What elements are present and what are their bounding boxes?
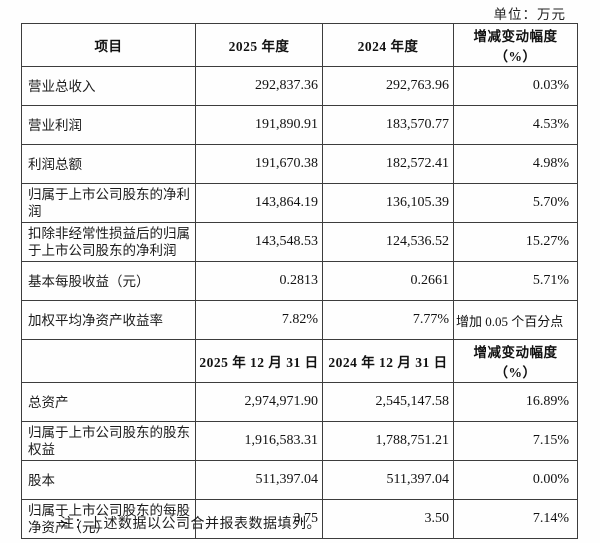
cell-item: 基本每股收益（元） <box>21 261 196 301</box>
cell-2024-value: 7.77% <box>322 300 454 340</box>
column-header: 2025 年度 <box>195 23 323 67</box>
cell-change-value: 5.70% <box>453 183 578 223</box>
cell-change-value: 增加 0.05 个百分点 <box>453 300 578 340</box>
table-row: 营业总收入 292,837.36 292,763.96 0.03% <box>21 66 578 106</box>
cell-change-value: 5.71% <box>453 261 578 301</box>
cell-change-value: 15.27% <box>453 222 578 262</box>
cell-2025-value: 191,890.91 <box>195 105 323 145</box>
cell-item: 营业利润 <box>21 105 196 145</box>
financial-summary-table: 项目 2025 年度 2024 年度 增减变动幅度（%） 营业总收入 292,837.36… <box>21 23 578 539</box>
cell-2025-value: 143,548.53 <box>195 222 323 262</box>
cell-item: 扣除非经常性损益后的归属于上市公司股东的净利润 <box>21 222 196 262</box>
footnote: 注：上述数据以公司合并报表数据填列。 <box>60 517 321 532</box>
cell-2024-value: 292,763.96 <box>322 66 454 106</box>
table-row: 归属于上市公司股东的股东权益 1,916,583.31 1,788,751.21 7.… <box>21 421 578 461</box>
column-header: 项目 <box>21 23 196 67</box>
cell-item: 归属于上市公司股东的股东权益 <box>21 421 196 461</box>
cell-2025-value: 7.82% <box>195 300 323 340</box>
table-row: 归属于上市公司股东的每股净资产（元） 3.75 3.50 7.14% <box>21 499 578 539</box>
cell-2025-value: 1,916,583.31 <box>195 421 323 461</box>
financial-summary-table-body: 项目 2025 年度 2024 年度 增减变动幅度（%） 营业总收入 292,837.36… <box>21 23 578 539</box>
cell-change-value: 7.14% <box>453 499 578 539</box>
cell-2025-value: 0.2813 <box>195 261 323 301</box>
table-header-row-annual: 项目 2025 年度 2024 年度 增减变动幅度（%） <box>21 23 578 67</box>
cell-2024-value: 2,545,147.58 <box>322 382 454 422</box>
table-row: 营业利润 191,890.91 183,570.77 4.53% <box>21 105 578 145</box>
column-header: 2025 年 12 月 31 日 <box>195 339 323 383</box>
cell-2025-value: 292,837.36 <box>195 66 323 106</box>
cell-2025-value: 143,864.19 <box>195 183 323 223</box>
cell-2024-value: 136,105.39 <box>322 183 454 223</box>
table-row: 扣除非经常性损益后的归属于上市公司股东的净利润 143,548.53 124,536… <box>21 222 578 262</box>
table-row: 基本每股收益（元） 0.2813 0.2661 5.71% <box>21 261 578 301</box>
table-header-row-balance: 2025 年 12 月 31 日 2024 年 12 月 31 日增减变动幅度（%… <box>21 339 578 383</box>
cell-2025-value: 2,974,971.90 <box>195 382 323 422</box>
cell-change-value: 4.98% <box>453 144 578 184</box>
cell-change-value: 0.00% <box>453 460 578 500</box>
cell-change-value: 4.53% <box>453 105 578 145</box>
unit-label: 单位：万元 <box>493 7 566 22</box>
cell-2024-value: 511,397.04 <box>322 460 454 500</box>
cell-2024-value: 124,536.52 <box>322 222 454 262</box>
cell-item: 总资产 <box>21 382 196 422</box>
column-header: 2024 年度 <box>322 23 454 67</box>
cell-item: 归属于上市公司股东的每股净资产（元） <box>21 499 196 539</box>
cell-item: 加权平均净资产收益率 <box>21 300 196 340</box>
column-header: 增减变动幅度（%） <box>453 23 578 67</box>
cell-2024-value: 1,788,751.21 <box>322 421 454 461</box>
cell-item: 营业总收入 <box>21 66 196 106</box>
cell-change-value: 7.15% <box>453 421 578 461</box>
column-header: 增减变动幅度（%） <box>453 339 578 383</box>
cell-2025-value: 3.75 <box>195 499 323 539</box>
cell-2025-value: 191,670.38 <box>195 144 323 184</box>
cell-item: 利润总额 <box>21 144 196 184</box>
column-header <box>21 339 196 383</box>
table-row: 股本 511,397.04 511,397.04 0.00% <box>21 460 578 500</box>
cell-2025-value: 511,397.04 <box>195 460 323 500</box>
cell-2024-value: 182,572.41 <box>322 144 454 184</box>
column-header: 2024 年 12 月 31 日 <box>322 339 454 383</box>
cell-2024-value: 0.2661 <box>322 261 454 301</box>
table-row: 总资产 2,974,971.90 2,545,147.58 16.89% <box>21 382 578 422</box>
cell-item: 股本 <box>21 460 196 500</box>
cell-2024-value: 3.50 <box>322 499 454 539</box>
table-row: 利润总额 191,670.38 182,572.41 4.98% <box>21 144 578 184</box>
cell-item: 归属于上市公司股东的净利润 <box>21 183 196 223</box>
cell-2024-value: 183,570.77 <box>322 105 454 145</box>
cell-change-value: 16.89% <box>453 382 578 422</box>
table-row: 归属于上市公司股东的净利润 143,864.19 136,105.39 5.70% <box>21 183 578 223</box>
cell-change-value: 0.03% <box>453 66 578 106</box>
table-row: 加权平均净资产收益率 7.82% 7.77% 增加 0.05 个百分点 <box>21 300 578 340</box>
